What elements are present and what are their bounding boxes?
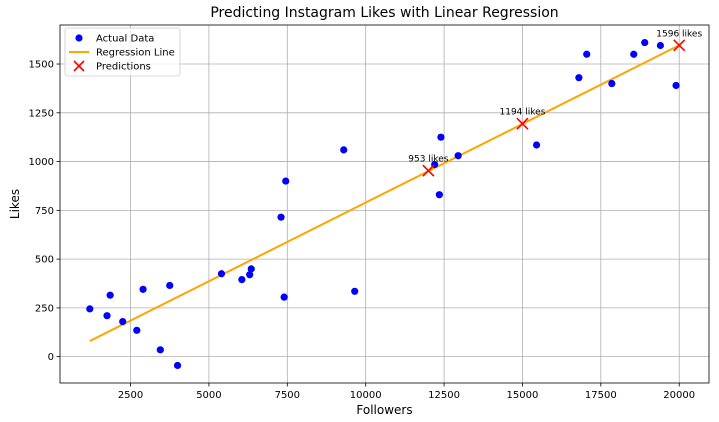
data-point: [139, 285, 147, 293]
x-tick-label: 12500: [428, 390, 460, 401]
y-axis-ticks: 0 250 500 750 1000 1250 1500: [29, 60, 60, 363]
x-tick-label: 5000: [196, 390, 221, 401]
y-tick-label: 1500: [29, 60, 54, 71]
series-layer: [86, 38, 686, 370]
x-tick-label: 20000: [663, 390, 695, 401]
data-point: [437, 133, 445, 141]
legend-label: Predictions: [96, 62, 151, 73]
legend-frame: [64, 27, 181, 77]
data-point: [672, 81, 680, 90]
data-point: [282, 177, 290, 185]
data-point: [583, 50, 591, 58]
data-point: [351, 287, 359, 295]
legend-label: Regression Line: [96, 48, 175, 59]
data-point: [340, 146, 348, 154]
legend-actual-marker: [75, 34, 83, 42]
y-axis-title: Likes: [8, 189, 22, 219]
annotations: 953 likes 1194 likes 1596 likes: [408, 29, 702, 164]
data-point: [454, 152, 462, 160]
prediction-annotation: 1596 likes: [656, 29, 702, 39]
plot-border: [59, 24, 710, 384]
data-point: [247, 265, 255, 273]
data-point: [217, 270, 226, 278]
x-tick-label: 17500: [585, 390, 617, 401]
y-tick-label: 500: [35, 255, 54, 266]
data-point: [277, 213, 285, 221]
data-point: [630, 50, 638, 58]
chart-title: Predicting Instagram Likes with Linear R…: [210, 5, 558, 21]
y-tick-label: 250: [35, 303, 54, 314]
data-point: [86, 305, 94, 313]
regression-line: [89, 44, 680, 342]
prediction-marker: [516, 117, 529, 130]
y-tick-label: 1000: [29, 157, 54, 168]
prediction-annotation: 1194 likes: [500, 108, 546, 118]
data-point: [608, 79, 616, 88]
x-tick-label: 10000: [350, 390, 382, 401]
legend-predictions-marker: [73, 60, 85, 72]
x-tick-label: 2500: [118, 390, 143, 401]
x-tick-label: 7500: [275, 390, 300, 401]
y-tick-label: 0: [48, 352, 54, 363]
data-point: [575, 74, 583, 82]
data-point: [103, 312, 111, 320]
data-point: [156, 346, 164, 354]
legend-label: Actual Data: [96, 34, 154, 45]
y-tick-label: 750: [35, 206, 54, 217]
x-axis-title: Followers: [356, 403, 412, 417]
prediction-marker: [673, 39, 686, 52]
prediction-marker: [422, 164, 435, 177]
data-point: [246, 271, 254, 279]
data-point: [641, 38, 649, 47]
data-point: [106, 291, 114, 299]
data-point: [532, 141, 541, 149]
data-point: [173, 361, 182, 370]
data-point: [119, 317, 127, 326]
data-point: [166, 281, 174, 290]
data-point: [238, 275, 246, 284]
x-axis-ticks: 2500 5000 7500 10000 12500 15000 17500 20000: [118, 383, 695, 401]
data-point: [656, 41, 665, 50]
prediction-annotation: 953 likes: [408, 155, 448, 165]
data-point: [435, 191, 443, 199]
data-point: [133, 326, 141, 334]
data-point: [280, 293, 288, 301]
plot-area: 953 likes 1194 likes 1596 likes: [59, 24, 710, 384]
x-tick-label: 15000: [507, 390, 539, 401]
legend: Actual Data Regression Line Predictions: [64, 27, 181, 77]
y-tick-label: 1250: [29, 108, 54, 119]
